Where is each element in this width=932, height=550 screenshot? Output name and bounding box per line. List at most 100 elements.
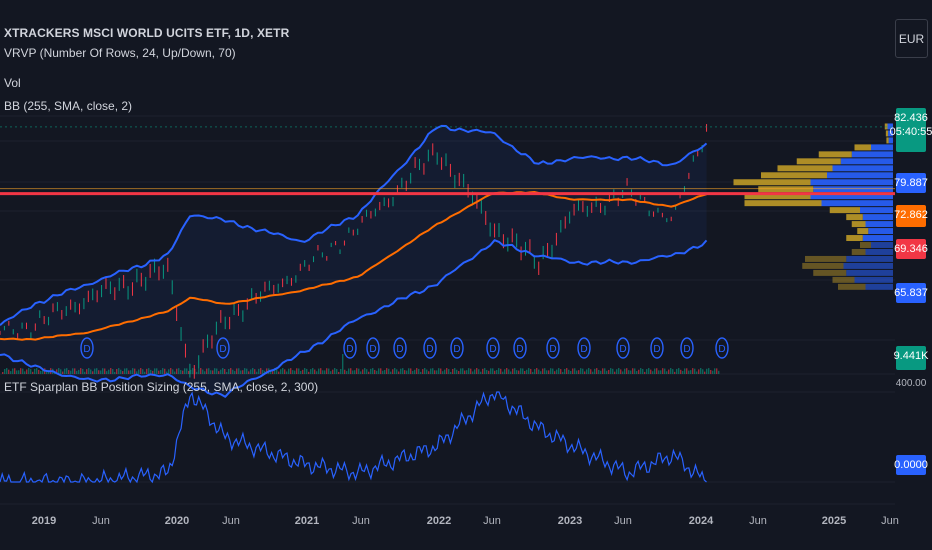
volume-bar bbox=[700, 368, 702, 374]
volume-bar bbox=[466, 370, 468, 374]
volume-bar bbox=[18, 370, 20, 374]
vol-legend[interactable]: Vol bbox=[4, 76, 21, 90]
volume-bar bbox=[108, 369, 110, 374]
volume-bar bbox=[246, 368, 248, 374]
volume-bar bbox=[608, 369, 610, 374]
volume-bar bbox=[182, 370, 184, 374]
volume-bar bbox=[76, 370, 78, 374]
volume-bar bbox=[226, 371, 228, 374]
volume-bar bbox=[374, 369, 376, 374]
volume-bar bbox=[584, 371, 586, 374]
volume-bar bbox=[474, 369, 476, 374]
volume-bar bbox=[710, 369, 712, 374]
volume-bar bbox=[264, 370, 266, 374]
volume-bar bbox=[370, 368, 372, 374]
volume-bar bbox=[518, 370, 520, 374]
vp-row-down bbox=[802, 262, 844, 269]
volume-bar bbox=[214, 368, 216, 374]
volume-tag: 9.441K bbox=[894, 350, 930, 362]
volume-bar bbox=[594, 368, 596, 374]
volume-bar bbox=[480, 371, 482, 374]
volume-bar bbox=[382, 370, 384, 374]
volume-bar bbox=[60, 369, 62, 374]
volume-bar bbox=[316, 371, 318, 374]
volume-bar bbox=[638, 369, 640, 374]
volume-bar bbox=[186, 368, 188, 374]
indicator-legend[interactable]: ETF Sparplan BB Position Sizing (255, SM… bbox=[4, 380, 319, 394]
volume-bar bbox=[20, 368, 22, 374]
volume-bar bbox=[618, 368, 620, 374]
volume-bar bbox=[444, 369, 446, 374]
volume-bar bbox=[302, 369, 304, 374]
vp-row-down bbox=[744, 193, 811, 200]
volume-bar bbox=[250, 369, 252, 374]
volume-bar bbox=[610, 368, 612, 374]
volume-bar bbox=[142, 369, 144, 374]
volume-bar bbox=[298, 368, 300, 374]
dividend-marker bbox=[680, 337, 694, 359]
volume-bar bbox=[430, 368, 432, 374]
time-axis-label: 2022 bbox=[427, 515, 451, 527]
vrvp-legend[interactable]: VRVP (Number Of Rows, 24, Up/Down, 70) bbox=[4, 46, 236, 60]
volume-bar bbox=[652, 371, 654, 374]
volume-bar bbox=[648, 368, 650, 374]
volume-bar bbox=[90, 369, 92, 374]
volume-bar bbox=[498, 368, 500, 374]
volume-bar bbox=[676, 368, 678, 374]
volume-bar bbox=[86, 369, 88, 374]
volume-bar bbox=[534, 369, 536, 374]
volume-bar bbox=[150, 369, 152, 374]
volume-bar bbox=[578, 370, 580, 374]
volume-bar bbox=[198, 369, 200, 374]
volume-bar bbox=[110, 368, 112, 374]
volume-bar bbox=[514, 368, 516, 374]
volume-bar bbox=[170, 368, 172, 374]
volume-bar bbox=[26, 369, 28, 374]
volume-bar bbox=[620, 369, 622, 374]
volume-bar bbox=[224, 369, 226, 374]
volume-bar bbox=[148, 368, 150, 374]
volume-bar bbox=[336, 369, 338, 374]
vp-row-down bbox=[846, 214, 863, 221]
volume-bar bbox=[230, 368, 232, 374]
volume-bar bbox=[356, 368, 358, 374]
vp-row-up bbox=[888, 137, 893, 144]
volume-bar bbox=[4, 369, 6, 374]
indicator-value-tag-bg bbox=[896, 455, 926, 475]
volume-bar bbox=[204, 371, 206, 374]
volume-bar bbox=[684, 368, 686, 374]
volume-bar bbox=[690, 370, 692, 374]
dividend-marker bbox=[513, 337, 527, 359]
volume-bar bbox=[358, 368, 360, 374]
volume-bar bbox=[540, 371, 542, 374]
last-price-tag-bg bbox=[896, 108, 926, 152]
volume-bar bbox=[164, 368, 166, 374]
volume-bar bbox=[642, 368, 644, 374]
volume-bar bbox=[344, 369, 346, 374]
volume-bar bbox=[458, 371, 460, 374]
vp-row-up bbox=[854, 276, 893, 283]
volume-bar bbox=[424, 368, 426, 374]
volume-bar bbox=[372, 368, 374, 374]
volume-bar bbox=[426, 369, 428, 374]
dividend-marker-label: D bbox=[489, 344, 496, 355]
bb-legend[interactable]: BB (255, SMA, close, 2) bbox=[4, 99, 133, 113]
volume-bar bbox=[702, 369, 704, 374]
symbol-title[interactable]: XTRACKERS MSCI WORLD UCITS ETF, 1D, XETR bbox=[4, 26, 290, 40]
volume-bar bbox=[472, 371, 474, 374]
vp-row-down bbox=[777, 165, 833, 172]
vp-row-down bbox=[744, 200, 822, 207]
dividend-marker bbox=[616, 337, 630, 359]
dividend-marker-label: D bbox=[426, 344, 433, 355]
upper-band-tag-bg bbox=[896, 173, 926, 193]
volume-bar bbox=[526, 369, 528, 374]
volume-bar bbox=[360, 371, 362, 374]
vp-row-down bbox=[805, 255, 847, 262]
volume-bar bbox=[688, 370, 690, 374]
vp-row-up bbox=[865, 221, 893, 228]
volume-bar bbox=[64, 368, 66, 374]
currency-button[interactable]: EUR bbox=[895, 19, 928, 58]
